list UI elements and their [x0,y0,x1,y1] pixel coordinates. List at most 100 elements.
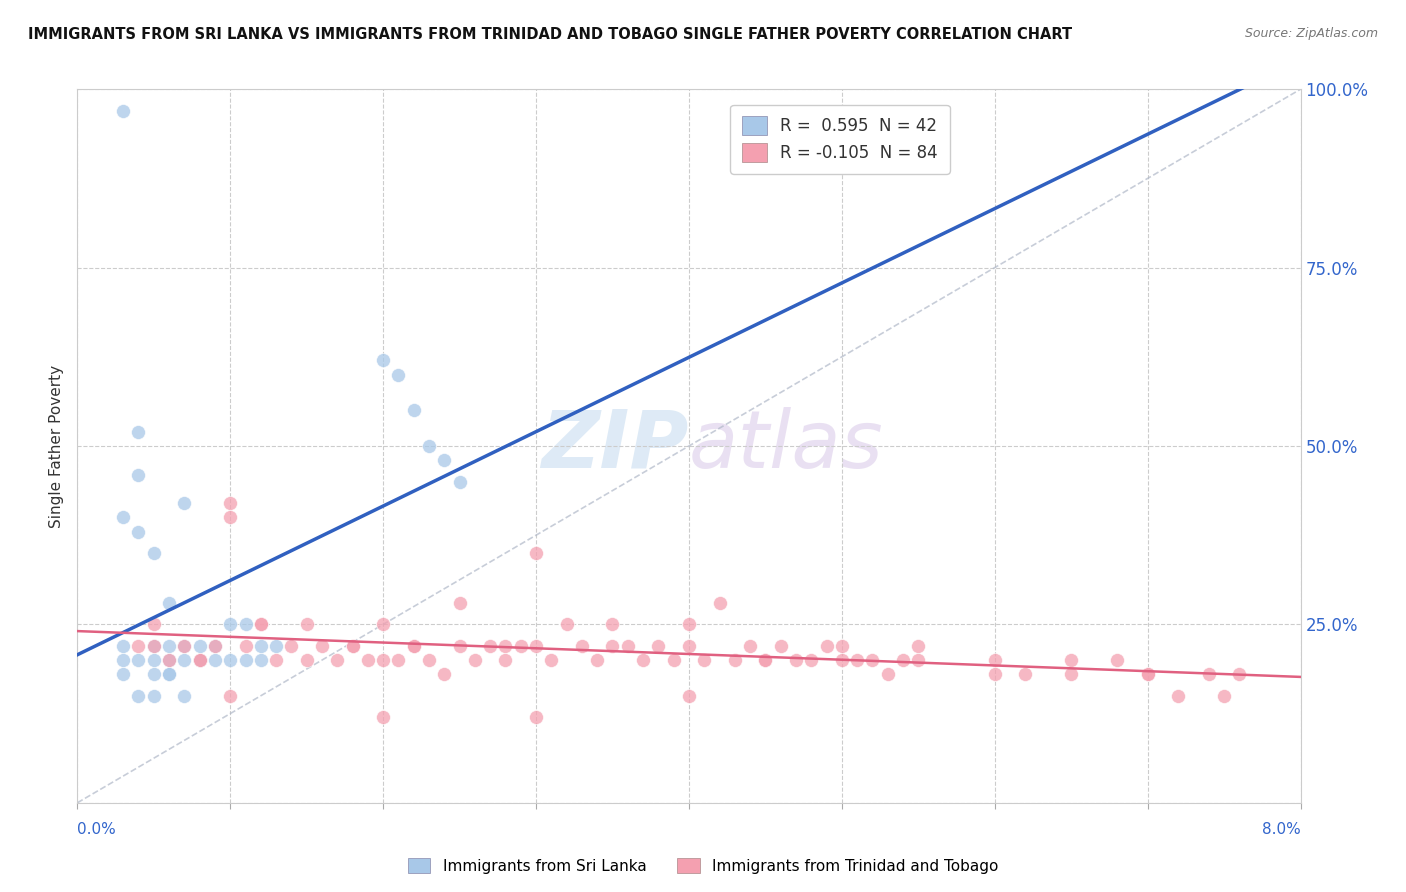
Point [188,639,211,653]
Point [142,617,165,632]
Point [371,617,394,632]
Point [1060,653,1083,667]
Point [142,689,165,703]
Point [571,639,593,653]
Point [862,653,884,667]
Point [157,653,180,667]
Point [586,653,609,667]
Point [295,617,318,632]
Point [891,653,914,667]
Point [188,653,211,667]
Point [112,103,135,118]
Point [204,653,226,667]
Point [1167,689,1189,703]
Point [1014,667,1036,681]
Point [678,689,700,703]
Point [157,596,180,610]
Point [418,653,440,667]
Point [173,496,195,510]
Point [555,617,578,632]
Point [264,653,287,667]
Legend: Immigrants from Sri Lanka, Immigrants from Trinidad and Tobago: Immigrants from Sri Lanka, Immigrants fr… [401,852,1005,880]
Point [449,639,471,653]
Point [173,689,195,703]
Point [418,439,440,453]
Point [449,596,471,610]
Text: Source: ZipAtlas.com: Source: ZipAtlas.com [1244,27,1378,40]
Point [157,653,180,667]
Point [371,653,394,667]
Point [371,710,394,724]
Point [142,639,165,653]
Point [907,639,929,653]
Point [524,639,547,653]
Point [280,639,302,653]
Point [984,653,1007,667]
Point [264,639,287,653]
Point [479,639,502,653]
Point [128,467,150,482]
Point [311,639,333,653]
Point [112,510,135,524]
Point [831,653,853,667]
Point [188,653,211,667]
Point [754,653,776,667]
Point [142,653,165,667]
Point [128,639,150,653]
Point [709,596,731,610]
Point [449,475,471,489]
Point [678,617,700,632]
Point [815,639,838,653]
Point [219,617,242,632]
Point [250,653,273,667]
Point [693,653,716,667]
Point [524,710,547,724]
Point [387,653,409,667]
Point [602,639,624,653]
Point [1198,667,1220,681]
Point [235,653,257,667]
Point [219,496,242,510]
Point [509,639,531,653]
Point [387,368,409,382]
Point [846,653,869,667]
Point [754,653,776,667]
Point [464,653,486,667]
Point [142,667,165,681]
Point [631,653,654,667]
Text: 0.0%: 0.0% [77,822,117,837]
Point [142,639,165,653]
Point [250,617,273,632]
Point [342,639,364,653]
Y-axis label: Single Father Poverty: Single Father Poverty [49,365,65,527]
Point [235,617,257,632]
Point [295,653,318,667]
Point [235,639,257,653]
Point [540,653,562,667]
Point [433,453,456,467]
Point [157,667,180,681]
Point [128,425,150,439]
Point [219,653,242,667]
Point [1229,667,1251,681]
Point [204,639,226,653]
Point [1213,689,1236,703]
Point [173,639,195,653]
Point [433,667,456,681]
Point [740,639,762,653]
Point [1136,667,1159,681]
Text: atlas: atlas [689,407,884,485]
Point [112,667,135,681]
Point [128,689,150,703]
Point [250,617,273,632]
Point [678,639,700,653]
Point [371,353,394,368]
Point [1060,667,1083,681]
Point [1136,667,1159,681]
Point [326,653,349,667]
Point [724,653,747,667]
Point [402,403,425,417]
Point [769,639,792,653]
Point [876,667,898,681]
Point [173,653,195,667]
